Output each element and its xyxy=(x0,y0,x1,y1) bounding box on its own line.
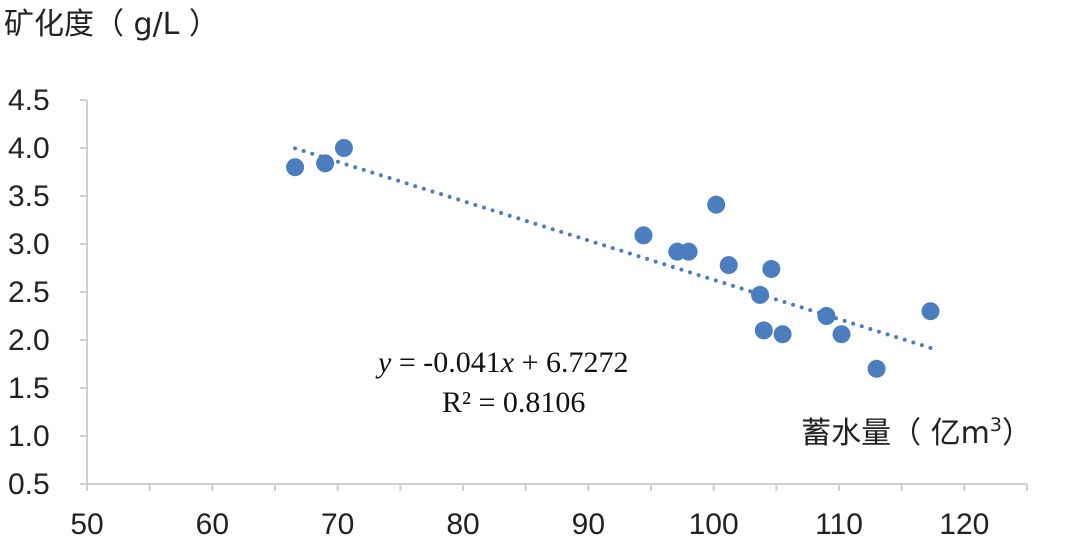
x-axis-label: 蓄水量（ 亿m3） xyxy=(801,414,1032,451)
y-tick-label: 1.0 xyxy=(8,420,50,453)
data-point xyxy=(334,139,353,157)
data-point xyxy=(751,285,770,304)
y-tick-label: 3.5 xyxy=(8,180,50,213)
trendline-equation: y = -0.041x + 6.7272 xyxy=(375,346,629,379)
equation-x: x xyxy=(500,346,515,379)
tick-labels: 0.5 1.0 1.5 2.0 2.5 3.0 3.5 4.0 4.5 50 60 70 80 90 100… xyxy=(8,84,989,541)
y-axis-label: 矿化度（ g/L ） xyxy=(4,7,219,42)
y-tick-label: 0.5 xyxy=(8,468,50,501)
x-axis-label-main: 蓄水量（ 亿m xyxy=(801,416,990,451)
y-tick-label: 1.5 xyxy=(8,372,50,405)
data-point xyxy=(707,195,726,214)
data-point xyxy=(634,226,653,245)
data-point xyxy=(316,154,335,173)
r-squared-label: R² = 0.8106 xyxy=(442,386,585,419)
y-tick-label: 2.0 xyxy=(8,324,50,357)
equation-mid: = -0.041 xyxy=(391,346,500,379)
data-point xyxy=(832,325,851,344)
data-point xyxy=(719,256,738,275)
x-tick-label: 110 xyxy=(815,508,863,541)
data-point xyxy=(921,302,940,321)
data-point xyxy=(817,307,836,325)
x-tick-label: 60 xyxy=(196,508,229,541)
x-tick-label: 120 xyxy=(939,508,989,541)
y-tick-label: 3.0 xyxy=(8,228,50,261)
y-tick-label: 2.5 xyxy=(8,276,50,309)
y-tick-label: 4.0 xyxy=(8,132,50,165)
trendline-path xyxy=(293,146,933,350)
y-tick-label: 4.5 xyxy=(8,84,50,117)
equation-y: y xyxy=(375,346,392,379)
equation-tail: + 6.7272 xyxy=(514,346,628,379)
data-point xyxy=(754,321,773,340)
x-tick-label: 70 xyxy=(321,508,354,541)
data-point xyxy=(762,259,781,278)
axes xyxy=(80,99,1028,491)
data-point xyxy=(773,325,792,344)
x-tick-label: 80 xyxy=(446,508,479,541)
x-axis-label-close: ） xyxy=(1002,416,1032,451)
data-point xyxy=(286,158,305,177)
data-points xyxy=(286,139,940,378)
x-tick-label: 100 xyxy=(689,508,739,541)
x-tick-label: 90 xyxy=(572,508,605,541)
x-axis-label-sup: 3 xyxy=(990,414,1002,436)
data-point xyxy=(679,242,698,261)
data-point xyxy=(867,359,886,378)
x-tick-label: 50 xyxy=(70,508,103,541)
trendline xyxy=(293,146,933,350)
